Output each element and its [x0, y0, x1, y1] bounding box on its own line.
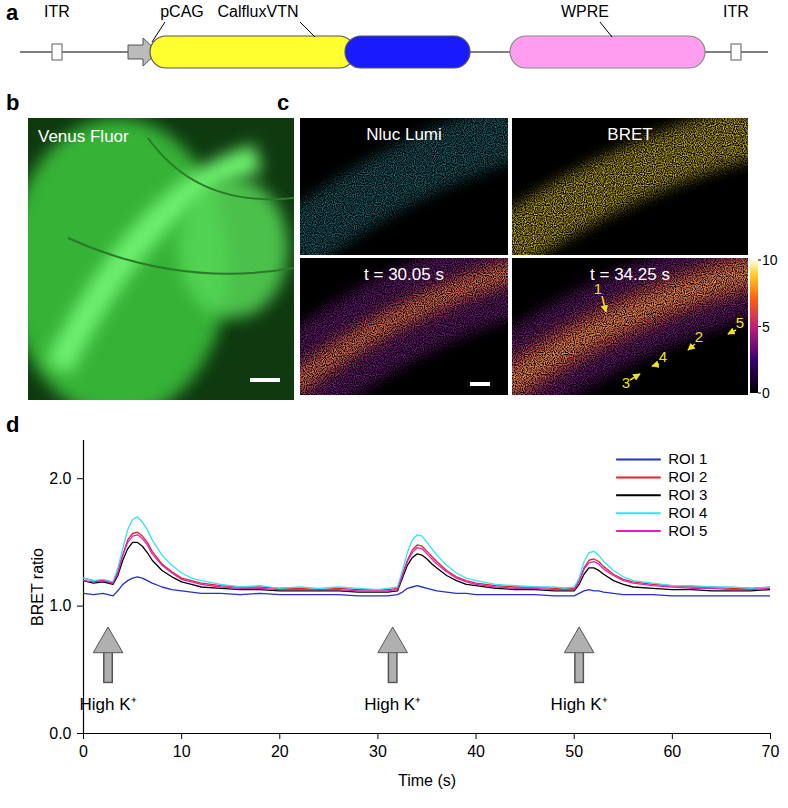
svg-text:1.0: 1.0: [49, 597, 71, 614]
svg-text:0: 0: [762, 385, 770, 401]
svg-text:5: 5: [736, 314, 744, 331]
svg-text:ROI 1: ROI 1: [668, 450, 707, 467]
svg-text:2: 2: [695, 328, 703, 345]
svg-text:ITR: ITR: [723, 3, 749, 20]
svg-text:Venus Fluor: Venus Fluor: [38, 127, 129, 146]
svg-text:pCAG: pCAG: [160, 3, 204, 20]
svg-text:WPRE: WPRE: [561, 3, 609, 20]
html-text:d: d: [6, 412, 20, 437]
svg-text:BRET: BRET: [607, 125, 652, 144]
svg-text:Nluc Lumi: Nluc Lumi: [366, 125, 442, 144]
svg-text:High K⁺: High K⁺: [551, 695, 608, 714]
svg-text:4: 4: [659, 348, 667, 365]
svg-text:30: 30: [369, 743, 387, 760]
svg-text:ROI 5: ROI 5: [668, 522, 707, 539]
svg-text:40: 40: [467, 743, 485, 760]
svg-text:2.0: 2.0: [49, 470, 71, 487]
svg-text:3: 3: [622, 374, 630, 391]
svg-text:10: 10: [762, 252, 778, 268]
svg-text:c: c: [277, 90, 289, 115]
svg-text:1: 1: [594, 280, 602, 297]
svg-text:70: 70: [762, 743, 780, 760]
svg-text:ITR: ITR: [44, 3, 70, 20]
svg-text:Time (s): Time (s): [398, 772, 456, 789]
svg-text:High K⁺: High K⁺: [80, 695, 137, 714]
svg-text:0.0: 0.0: [49, 725, 71, 742]
svg-text:t = 30.05 s: t = 30.05 s: [364, 265, 444, 284]
svg-text:ROI 4: ROI 4: [668, 504, 707, 521]
svg-text:60: 60: [663, 743, 681, 760]
svg-text:ROI 3: ROI 3: [668, 486, 707, 503]
svg-text:50: 50: [565, 743, 583, 760]
svg-text:b: b: [6, 90, 19, 115]
svg-text:a: a: [6, 0, 19, 25]
svg-text:0: 0: [79, 743, 88, 760]
svg-text:5: 5: [762, 319, 770, 335]
svg-text:20: 20: [271, 743, 289, 760]
svg-text:ROI 2: ROI 2: [668, 468, 707, 485]
svg-text:10: 10: [173, 743, 191, 760]
svg-text:t = 34.25 s: t = 34.25 s: [590, 265, 670, 284]
svg-text:CalfluxVTN: CalfluxVTN: [218, 3, 299, 20]
svg-text:BRET ratio: BRET ratio: [29, 548, 46, 626]
svg-text:High K⁺: High K⁺: [364, 695, 421, 714]
